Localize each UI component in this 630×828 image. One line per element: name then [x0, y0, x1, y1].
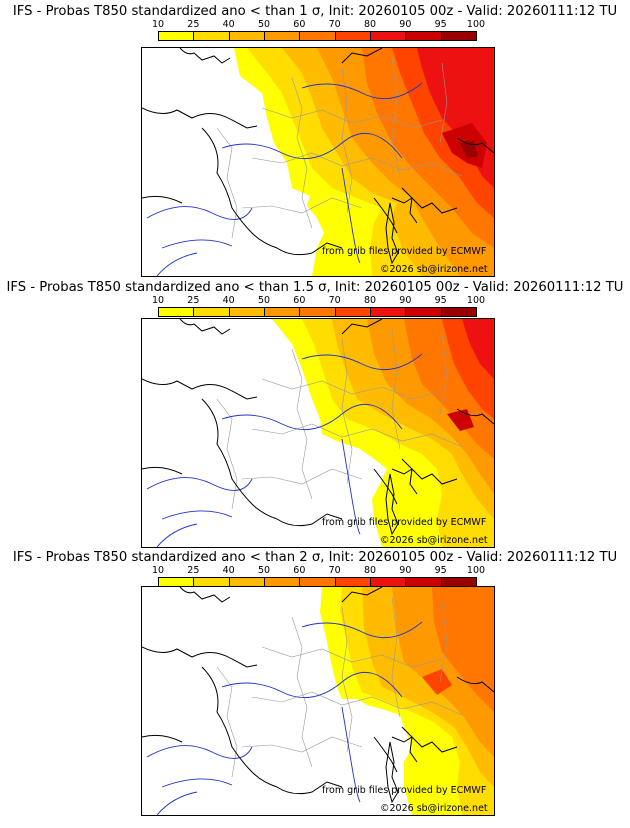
- colorbar-tick-label: 25: [187, 19, 200, 30]
- map-canvas: from grib files provided by ECMWF ©2026 …: [142, 587, 494, 815]
- credit-copyright: ©2026 sb@irizone.net: [380, 264, 488, 275]
- colorbar-swatch: [370, 307, 407, 317]
- colorbar-swatch: [334, 307, 371, 317]
- colorbar-swatch: [405, 307, 442, 317]
- colorbar-swatch: [264, 31, 301, 41]
- colorbar-tick-label: 95: [434, 295, 447, 306]
- prob-area-70: [422, 669, 452, 695]
- colorbar-swatch: [299, 307, 336, 317]
- colorbar-tick-label: 80: [363, 565, 377, 576]
- colorbar-tick-label: 10: [151, 295, 165, 306]
- credit-copyright: ©2026 sb@irizone.net: [380, 803, 488, 814]
- colorbar-tick-label: 10: [151, 19, 165, 30]
- colorbar-swatch: [334, 31, 371, 41]
- colorbar-swatch: [440, 31, 477, 41]
- country-borders: [142, 48, 494, 265]
- colorbar-tick-label: 95: [434, 19, 447, 30]
- colorbar-swatch: [370, 31, 407, 41]
- colorbar-tick-label: 60: [293, 565, 306, 576]
- rivers: [146, 82, 423, 276]
- colorbar-tick-label: 70: [328, 295, 341, 306]
- colorbar-tick-label: 80: [363, 19, 377, 30]
- regional-borders: [216, 57, 463, 239]
- colorbar-swatch: [405, 31, 442, 41]
- colorbar-tick-label: 50: [257, 565, 271, 576]
- colorbar-tick-label: 40: [222, 19, 235, 30]
- rivers: [146, 621, 423, 815]
- colorbar-tick-label: 70: [328, 565, 341, 576]
- colorbar-swatch: [193, 307, 230, 317]
- panel-title: IFS - Probas T850 standardized ano < tha…: [6, 280, 624, 295]
- colorbar-tick-label: 90: [399, 295, 412, 306]
- country-borders: [142, 319, 494, 536]
- map-panel-2: IFS - Probas T850 standardized ano < tha…: [0, 276, 630, 552]
- colorbar-tick-label: 70: [328, 19, 341, 30]
- panel-title: IFS - Probas T850 standardized ano < tha…: [12, 550, 618, 565]
- colorbar-swatch: [440, 307, 477, 317]
- colorbar: 10 25 40 50 60 70 80 90 95 100: [152, 565, 485, 590]
- map-canvas: from grib files provided by ECMWF ©2026 …: [142, 319, 494, 547]
- colorbar-tick-label: 95: [434, 565, 447, 576]
- credit-source: from grib files provided by ECMWF: [322, 517, 486, 528]
- colorbar-swatch: [299, 31, 336, 41]
- colorbar: 10 25 40 50 60 70 80 90 95 100: [152, 295, 485, 320]
- colorbar-tick-label: 10: [151, 565, 165, 576]
- colorbar-tick-label: 90: [399, 19, 412, 30]
- colorbar-tick-label: 50: [257, 295, 271, 306]
- colorbar-tick-label: 60: [293, 19, 306, 30]
- credit-source: from grib files provided by ECMWF: [322, 785, 486, 796]
- rivers: [146, 353, 423, 547]
- probability-map[interactable]: from grib files provided by ECMWF ©2026 …: [141, 318, 495, 548]
- colorbar-tick-label: 25: [187, 565, 200, 576]
- colorbar-swatch: [228, 31, 265, 41]
- colorbar-tick-label: 90: [399, 565, 412, 576]
- colorbar-tick-label: 100: [466, 19, 486, 30]
- probability-map[interactable]: from grib files provided by ECMWF ©2026 …: [141, 586, 495, 816]
- credit-source: from grib files provided by ECMWF: [322, 246, 486, 257]
- colorbar-tick-label: 100: [466, 565, 486, 576]
- colorbar-tick-label: 60: [293, 295, 306, 306]
- colorbar-tick-label: 40: [222, 295, 235, 306]
- colorbar-tick-label: 50: [257, 19, 271, 30]
- colorbar-tick-label: 100: [466, 295, 486, 306]
- panel-title: IFS - Probas T850 standardized ano < tha…: [12, 4, 618, 19]
- country-borders: [142, 587, 494, 804]
- colorbar-swatch: [193, 31, 230, 41]
- map-panel-1: IFS - Probas T850 standardized ano < tha…: [0, 0, 630, 277]
- colorbar-tick-label: 40: [222, 565, 235, 576]
- colorbar: 10 25 40 50 60 70 80 90 95 100: [152, 19, 485, 44]
- probability-map[interactable]: from grib files provided by ECMWF ©2026 …: [141, 47, 495, 277]
- map-panel-3: IFS - Probas T850 standardized ano < tha…: [0, 546, 630, 822]
- credit-copyright: ©2026 sb@irizone.net: [380, 535, 488, 546]
- regional-borders: [216, 328, 463, 510]
- colorbar-swatch: [228, 307, 265, 317]
- colorbar-tick-label: 80: [363, 295, 377, 306]
- prob-area-60: [432, 587, 494, 712]
- colorbar-tick-label: 25: [187, 295, 200, 306]
- map-canvas: from grib files provided by ECMWF ©2026 …: [142, 48, 494, 276]
- colorbar-swatch: [158, 31, 195, 41]
- colorbar-swatch: [158, 307, 195, 317]
- colorbar-swatch: [264, 307, 301, 317]
- regional-borders: [216, 596, 463, 778]
- prob-area-80: [462, 319, 494, 379]
